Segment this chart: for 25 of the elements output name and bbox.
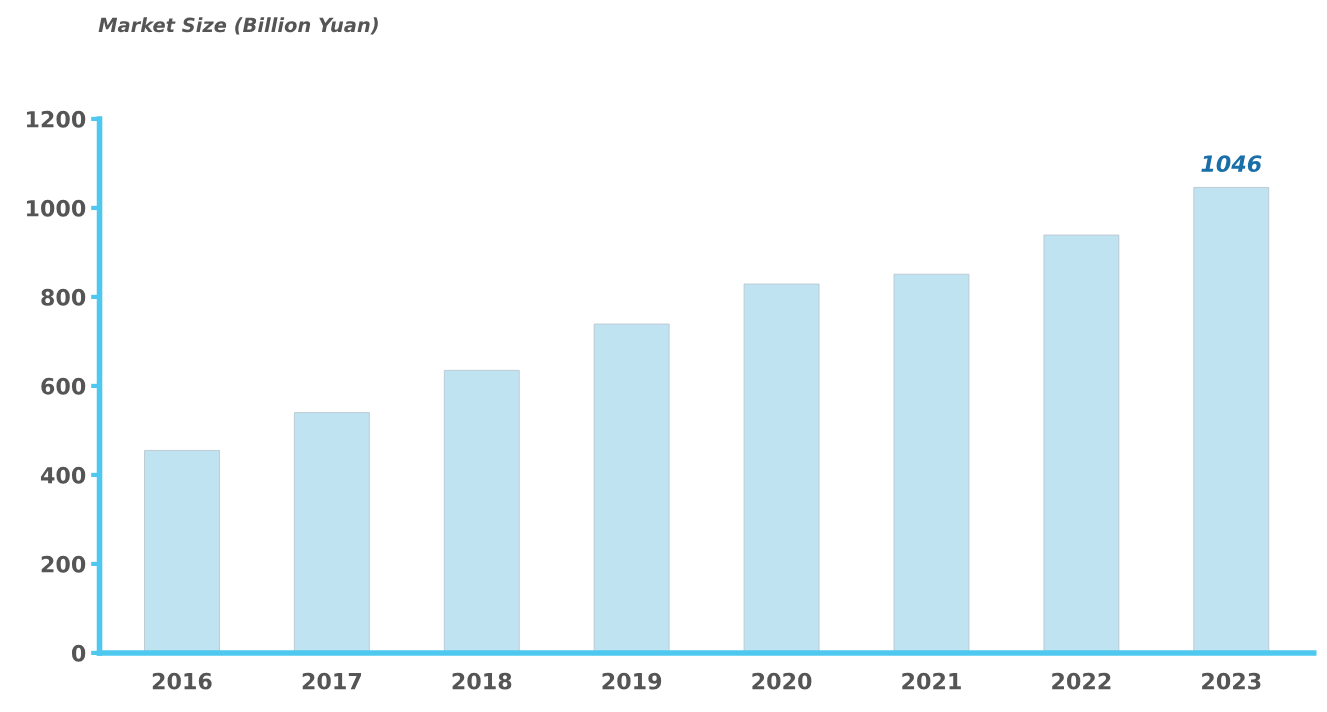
x-tick-label: 2018 (452, 672, 512, 690)
y-tick-label: 0 (71, 644, 86, 662)
x-tick-label: 2019 (602, 672, 662, 690)
x-tick-label: 2022 (1052, 672, 1111, 690)
bar (443, 369, 520, 653)
y-tick-label: 400 (40, 466, 86, 484)
x-tick-label: 2016 (152, 672, 212, 690)
bar (743, 283, 820, 653)
x-tick-label: 2021 (902, 672, 961, 690)
data-label: 1046 (1201, 155, 1262, 173)
bar (144, 450, 220, 653)
bar (293, 412, 370, 653)
x-tick-label: 2020 (752, 672, 812, 690)
y-tick-label: 600 (41, 377, 86, 395)
bar (893, 273, 970, 653)
bar (1043, 234, 1120, 653)
bar (1193, 187, 1270, 653)
bar (593, 323, 670, 653)
y-tick-label: 1200 (26, 110, 86, 128)
y-tick-label: 800 (41, 288, 86, 306)
y-tick-label: 200 (41, 555, 86, 573)
y-axis-title: Market Size (Billion Yuan) (98, 17, 378, 35)
y-tick-label: 1000 (26, 199, 86, 217)
x-tick-label: 2017 (302, 672, 362, 690)
x-tick-label: 2023 (1202, 672, 1261, 690)
